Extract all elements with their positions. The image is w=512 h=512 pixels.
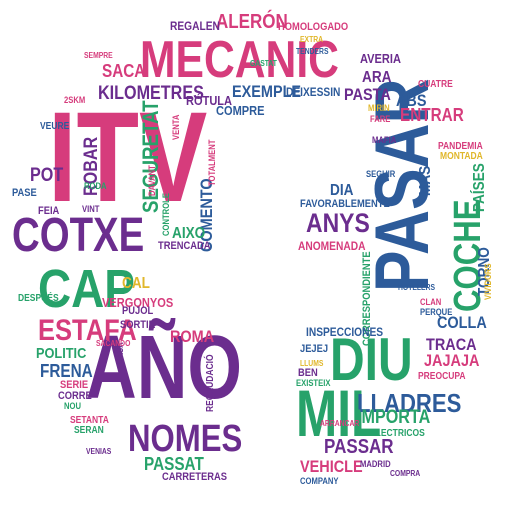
word-serie: SERIE [60,379,89,391]
word-anys: ANYS [306,208,370,238]
word-nou: NOU [64,401,81,411]
word-mafia: MAFIA [372,135,397,145]
word-itv: ITV [48,86,208,229]
word-regalen: REGALEN [170,19,220,33]
word-ben: BEN [298,367,318,379]
word-davant: DAVANT [147,165,157,196]
word-venias: VENIAS [86,447,112,456]
word-averia: AVERIA [360,51,401,66]
word-hotelers: HOTELERS [398,283,436,292]
word-saca: SACA [102,61,146,81]
word-trencada: TRENCADA [158,240,211,252]
word-diu: DIU [330,326,413,393]
word-deixessin: DEIXESSIN [286,85,341,99]
word-anomenada: ANOMENADA [298,239,366,253]
word-mil: MIL [296,376,382,450]
word-preocupa: PREOCUPA [418,371,466,382]
word-pasta: PASTA [344,85,391,104]
word-rotula: RÓTULA [186,93,233,108]
word-estafa: ESTAFA [38,314,137,347]
word-clan: CLAN [420,297,442,307]
word-seran: SERAN [74,425,104,436]
word-entrar: ENTRAR [400,105,464,125]
word-veure: VEURE [40,121,70,132]
word-aixo: AIXO [172,225,206,242]
word-sortir: SORTIR [120,319,156,331]
word-despues: DESPUÉS [18,293,59,304]
word-dia: DIA [330,182,354,199]
word-corre: CORRE [58,390,92,402]
word-exemple: EXEMPLE [232,82,302,101]
word-inspecciones: INSPECCIONES [306,325,384,339]
word-mirin: MIRIN [368,103,390,113]
word-perque: PERQUE [420,307,453,317]
word-favorablemente: FAVORABLEMENTE [300,198,390,210]
word-cotxe: COTXE [12,209,145,262]
word-pandemia: PANDEMIA [438,141,483,152]
word-traca: TRACA [426,335,477,354]
word-llums: LLUMS [300,359,324,368]
word-passat: PASSAT [144,454,204,474]
word-lladres: LLADRES [357,388,462,418]
word-passar: PASSAR [324,436,394,458]
word-kilometres: KILOMETRES [98,83,204,104]
word-pujol: PUJOL [122,305,154,317]
word-vehicle: VEHICLE [300,457,363,476]
word-importa: IMPORTA [357,407,431,428]
word-arrancar: ARRANCAR [320,419,360,428]
word-abs: ABS [396,91,427,110]
word-aleron: ALERÓN [216,11,288,33]
word-jajaja: JAJAJA [424,351,480,370]
word-roma: ROMA [170,327,215,346]
word-sempre: SEMPRE [84,51,113,60]
word-sacando: SACANDO [96,339,131,348]
word-vint: VINT [82,204,100,214]
word-extra: EXTRA [300,35,324,44]
word-carreteras: CARRETERAS [162,471,227,483]
word-venta: VENTA [171,114,181,140]
word-fare: FARE [370,114,391,124]
word-recaudacio: RECAUDACIÓ [205,354,216,412]
word-gastat: GASTAT [250,59,277,68]
word-roda: RODA [84,181,107,191]
word-montada: MONTADA [440,151,483,162]
word-mecanic: MECANIC [140,31,339,89]
word-vividors: VIVIDORS [483,263,493,300]
word-nomes: NOMES [128,418,243,460]
word-compre: COMPRE [216,103,265,118]
word-colla: COLLA [437,313,487,332]
word-frena: FRENA [40,361,93,381]
word-electricos: ELECTRICOS [370,428,425,439]
word-ano: AÑO [86,318,242,418]
word-compra: COMPRA [390,469,421,478]
word-setanta: SETANTA [70,415,109,426]
word-jejej: JEJEJ [300,343,329,355]
word-paises: PAÍSES [471,163,488,212]
word-seguretat: SEGURETAT [138,100,163,213]
word-cap: CAP [38,259,135,319]
word-ara: ARA [362,69,392,86]
word-homologado: HOMOLOGADO [278,21,349,33]
word-mas: MAS [417,165,434,196]
word-politic: POLITIC [36,345,87,362]
word-pase: PASE [12,187,37,199]
word-totalment: TOTALMENT [207,139,217,186]
word-company: COMPANY [300,476,339,486]
word-vergonyos: VERGONYOS [102,295,174,310]
word-existeix: EXISTEIX [296,378,331,388]
word-pot: POT [30,165,64,186]
word-seguir: SEGUIR [366,169,396,179]
word-cuatre: CUATRE [418,79,453,90]
word-madrid: MADRID [360,459,391,469]
word-cal: CAL [122,275,150,292]
word-tenders: TENDERS [296,47,329,56]
word-feia: FEIA [38,205,60,217]
word-controle: CONTROLE [161,193,171,236]
word-2skm: 2SKM [64,95,86,105]
